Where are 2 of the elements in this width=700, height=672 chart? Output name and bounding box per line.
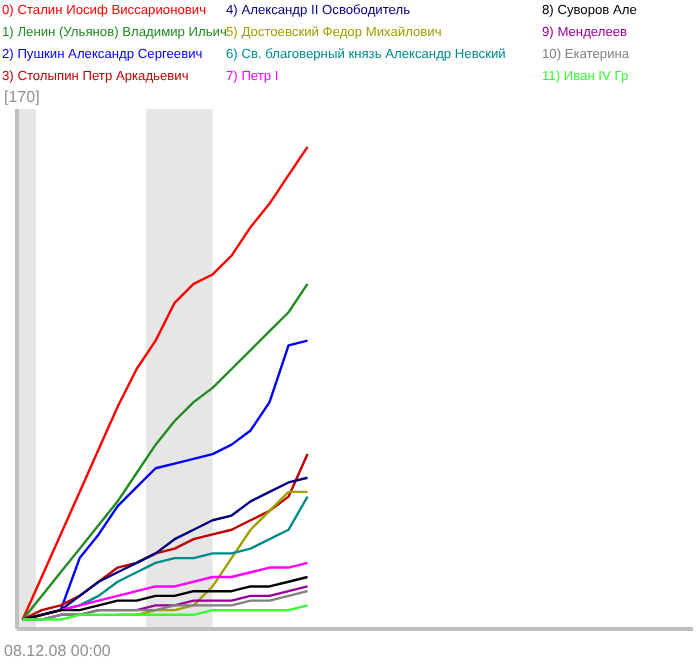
text: [170] — [2, 88, 42, 106]
text: 08.12.08 00:00 — [2, 642, 111, 660]
